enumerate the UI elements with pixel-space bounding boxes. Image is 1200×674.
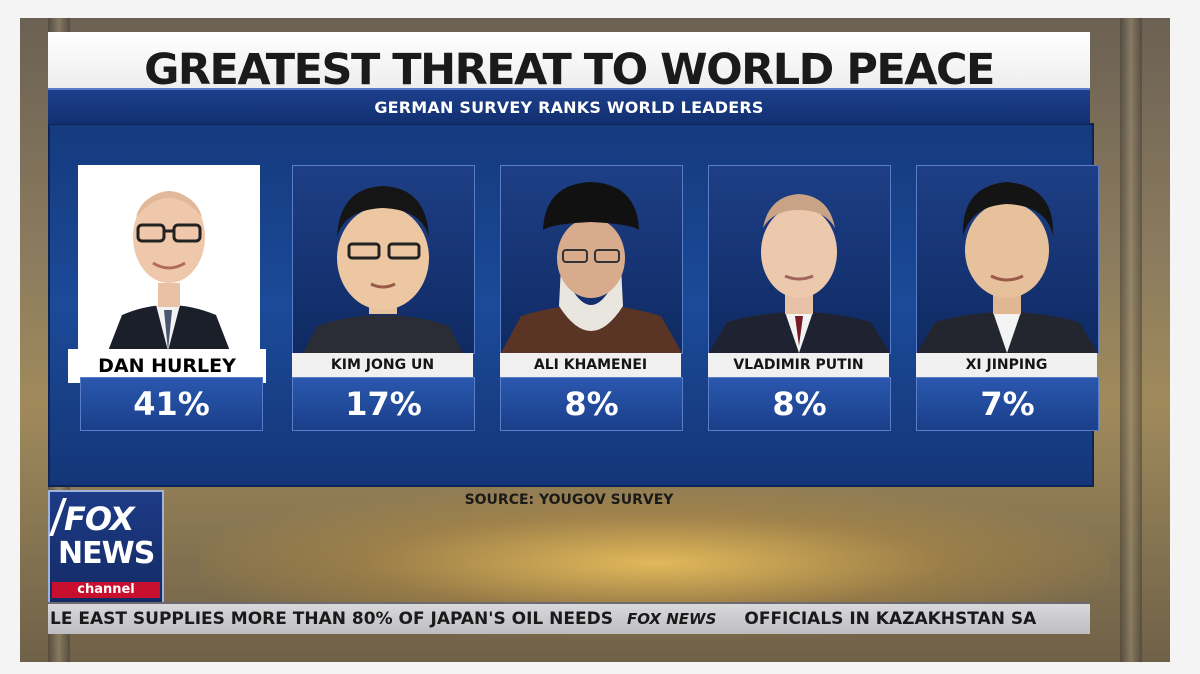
leader-card: DAN HURLEY 41% bbox=[68, 165, 266, 435]
leader-percent: 17% bbox=[345, 385, 422, 423]
ticker-brand: FOX NEWS bbox=[626, 610, 717, 628]
logo-fox-text: FOX bbox=[64, 500, 135, 538]
leader-name: VLADIMIR PUTIN bbox=[733, 357, 864, 373]
fox-news-logo: FOX NEWS channel bbox=[48, 490, 164, 604]
graphic-subtitle: GERMAN SURVEY RANKS WORLD LEADERS bbox=[374, 97, 764, 117]
leader-name: KIM JONG UN bbox=[330, 357, 435, 373]
leader-photo bbox=[78, 165, 260, 351]
leader-name-bar: XI JINPING bbox=[916, 353, 1097, 377]
leader-card: VLADIMIR PUTIN 8% bbox=[708, 165, 891, 435]
leader-percent: 41% bbox=[133, 385, 210, 423]
source-credit: SOURCE: YOUGOV SURVEY bbox=[464, 492, 674, 508]
ticker-headline-right: OFFICIALS IN KAZAKHSTAN SA bbox=[744, 609, 1037, 629]
ticker-headline-left: LE EAST SUPPLIES MORE THAN 80% OF JAPAN'… bbox=[50, 609, 613, 629]
leader-name: ALI KHAMENEI bbox=[533, 357, 648, 373]
leader-percent: 8% bbox=[564, 385, 619, 423]
leader-name-bar: VLADIMIR PUTIN bbox=[708, 353, 889, 377]
leader-name-bar: ALI KHAMENEI bbox=[500, 353, 681, 377]
logo-news-text: NEWS bbox=[58, 536, 155, 571]
studio-column bbox=[1120, 18, 1142, 662]
leader-percent-bar: 8% bbox=[500, 377, 683, 431]
leader-card: ALI KHAMENEI 8% bbox=[500, 165, 683, 435]
leader-photo bbox=[916, 165, 1099, 354]
subtitle-bar: GERMAN SURVEY RANKS WORLD LEADERS bbox=[48, 88, 1090, 124]
leader-name: DAN HURLEY bbox=[98, 355, 236, 377]
leader-percent-bar: 7% bbox=[916, 377, 1099, 431]
leader-percent: 8% bbox=[772, 385, 827, 423]
leader-card: KIM JONG UN 17% bbox=[292, 165, 475, 435]
leader-photo bbox=[500, 165, 683, 354]
leader-card: XI JINPING 7% bbox=[916, 165, 1099, 435]
leader-name: XI JINPING bbox=[965, 357, 1048, 373]
news-ticker: LE EAST SUPPLIES MORE THAN 80% OF JAPAN'… bbox=[48, 602, 1090, 634]
graphic-title: GREATEST THREAT TO WORLD PEACE bbox=[144, 44, 995, 95]
leader-name-bar: KIM JONG UN bbox=[292, 353, 473, 377]
leader-photo bbox=[708, 165, 891, 354]
leader-percent-bar: 17% bbox=[292, 377, 475, 431]
logo-channel-text: channel bbox=[52, 582, 160, 598]
leader-photo bbox=[292, 165, 475, 354]
leader-percent-bar: 41% bbox=[80, 377, 263, 431]
leader-percent-bar: 8% bbox=[708, 377, 891, 431]
leader-percent: 7% bbox=[980, 385, 1035, 423]
